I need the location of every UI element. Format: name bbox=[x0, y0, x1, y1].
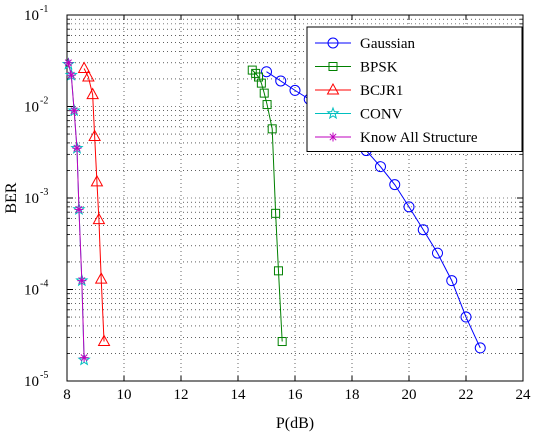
asterisk-stroke bbox=[70, 107, 78, 115]
legend-marker bbox=[328, 62, 338, 71]
x-tick-label: 14 bbox=[231, 387, 247, 403]
data-point bbox=[417, 224, 429, 236]
y-tick-label: 10 bbox=[24, 8, 39, 24]
x-axis-title: P(dB) bbox=[276, 415, 314, 432]
asterisk-stroke bbox=[64, 59, 72, 67]
data-point bbox=[403, 201, 415, 213]
data-point bbox=[275, 75, 287, 87]
grid bbox=[67, 15, 523, 381]
data-point bbox=[271, 208, 281, 218]
asterisk-stroke bbox=[329, 133, 337, 141]
data-point bbox=[256, 78, 266, 88]
data-point bbox=[88, 129, 101, 142]
x-tick-label: 10 bbox=[117, 387, 132, 403]
x-tick-label: 22 bbox=[459, 387, 474, 403]
data-point bbox=[86, 87, 99, 100]
data-point bbox=[254, 72, 264, 82]
x-axis: 8 10 12 14 16 18 20 22 24 bbox=[63, 15, 531, 403]
series-know-all-structure bbox=[63, 58, 89, 363]
legend-label: BCJR1 bbox=[360, 83, 403, 99]
data-point bbox=[474, 342, 486, 354]
data-point bbox=[432, 247, 443, 259]
data-point bbox=[90, 174, 104, 187]
data-point bbox=[247, 65, 257, 75]
x-tick-label: 8 bbox=[63, 387, 71, 403]
data-point bbox=[72, 143, 82, 153]
legend-box bbox=[306, 26, 523, 152]
series-line bbox=[251, 69, 283, 342]
y-tick-label: 10 bbox=[24, 374, 39, 390]
data-point bbox=[79, 353, 89, 363]
data-point bbox=[289, 84, 301, 96]
series-bcjr1 bbox=[77, 61, 111, 347]
data-point bbox=[267, 124, 277, 134]
data-point bbox=[446, 275, 458, 287]
data-point bbox=[82, 69, 95, 82]
legend-item-gaussian: Gaussian bbox=[315, 36, 415, 52]
data-point bbox=[273, 266, 283, 276]
legend-item-know-all-structure: Know All Structure bbox=[315, 130, 478, 146]
data-point bbox=[94, 272, 108, 284]
legend-marker bbox=[326, 106, 340, 120]
legend-label: BPSK bbox=[360, 60, 398, 76]
legend-marker bbox=[328, 132, 338, 142]
x-tick-label: 18 bbox=[345, 387, 360, 403]
legend-label: CONV bbox=[360, 107, 403, 123]
legend: Gaussian BPSK BCJR1 CONV Know All Structure bbox=[306, 26, 523, 152]
x-tick-label: 20 bbox=[402, 387, 417, 403]
x-tick-label: 12 bbox=[174, 387, 189, 403]
series-line bbox=[83, 68, 105, 342]
data-point bbox=[389, 179, 401, 191]
data-point bbox=[262, 100, 272, 110]
y-tick-label: 10 bbox=[24, 100, 39, 116]
data-point bbox=[92, 212, 106, 225]
y-axis-title: BER bbox=[3, 182, 20, 213]
data-point bbox=[77, 276, 87, 286]
y-tick-label-exponent: -5 bbox=[40, 370, 48, 381]
y-tick-label-exponent: -4 bbox=[40, 279, 48, 290]
legend-item-bpsk: BPSK bbox=[315, 60, 398, 76]
data-point bbox=[261, 66, 272, 78]
y-tick-label-exponent: -1 bbox=[40, 4, 48, 15]
legend-marker bbox=[327, 37, 339, 49]
y-tick-label: 10 bbox=[24, 283, 39, 299]
x-tick-label: 24 bbox=[516, 387, 532, 403]
y-tick-label-exponent: -2 bbox=[40, 96, 48, 107]
x-tick-label: 16 bbox=[288, 387, 304, 403]
legend-item-bcjr1: BCJR1 bbox=[315, 82, 403, 99]
data-point bbox=[259, 88, 269, 98]
data-point bbox=[77, 61, 91, 74]
asterisk-stroke bbox=[67, 71, 75, 79]
legend-label: Know All Structure bbox=[360, 130, 478, 146]
data-point bbox=[69, 106, 79, 116]
y-tick-label-exponent: -3 bbox=[40, 187, 48, 198]
data-point bbox=[375, 161, 386, 173]
legend-item-conv: CONV bbox=[315, 107, 403, 123]
asterisk-stroke bbox=[75, 205, 83, 213]
y-axis: 10-110-210-310-410-5 bbox=[24, 4, 523, 390]
asterisk-stroke bbox=[80, 354, 88, 362]
series-bpsk bbox=[247, 65, 287, 347]
legend-label: Gaussian bbox=[360, 36, 415, 52]
legend-marker bbox=[326, 82, 340, 95]
data-point bbox=[97, 334, 111, 347]
data-point bbox=[77, 352, 91, 366]
data-point bbox=[277, 337, 287, 347]
data-point bbox=[74, 204, 84, 214]
series-line bbox=[266, 71, 481, 349]
asterisk-stroke bbox=[78, 277, 86, 285]
asterisk-stroke bbox=[73, 144, 81, 152]
data-point bbox=[460, 311, 472, 323]
data-point bbox=[66, 70, 76, 80]
data-point bbox=[63, 58, 73, 68]
y-tick-label: 10 bbox=[24, 191, 39, 207]
